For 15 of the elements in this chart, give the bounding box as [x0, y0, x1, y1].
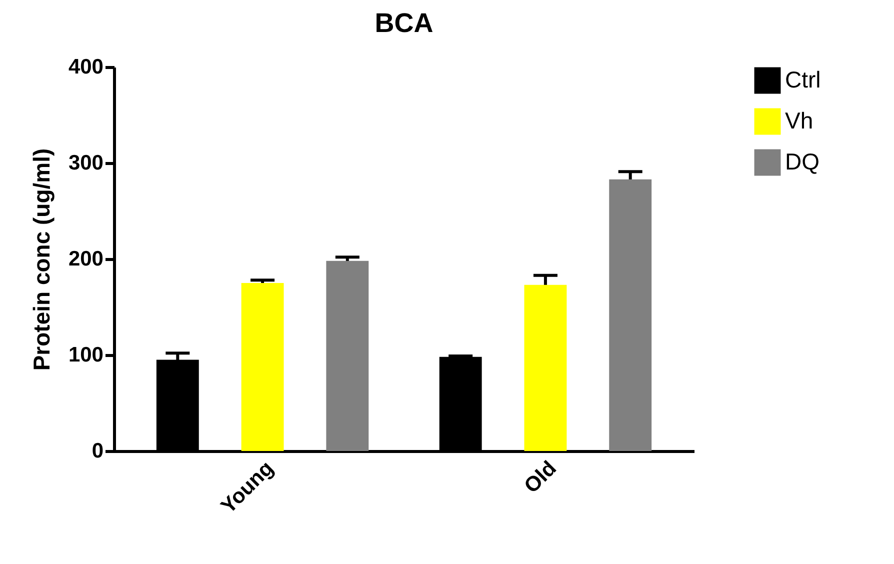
y-tick-label: 400 [68, 56, 104, 78]
bar [241, 283, 284, 451]
bar [326, 260, 369, 451]
legend-label: Vh [785, 108, 814, 134]
legend-label: Ctrl [785, 66, 821, 92]
bar [609, 179, 652, 451]
x-tick-label: Old [520, 456, 562, 498]
y-axis-title: Protein conc (ug/ml) [28, 148, 54, 371]
bar [524, 284, 567, 451]
chart-title: BCA [374, 8, 434, 38]
y-tick-label: 300 [68, 152, 104, 174]
y-tick-label: 200 [68, 248, 104, 270]
legend-label: DQ [785, 148, 820, 174]
y-tick-label: 100 [68, 344, 104, 366]
y-tick-label: 0 [92, 440, 104, 462]
